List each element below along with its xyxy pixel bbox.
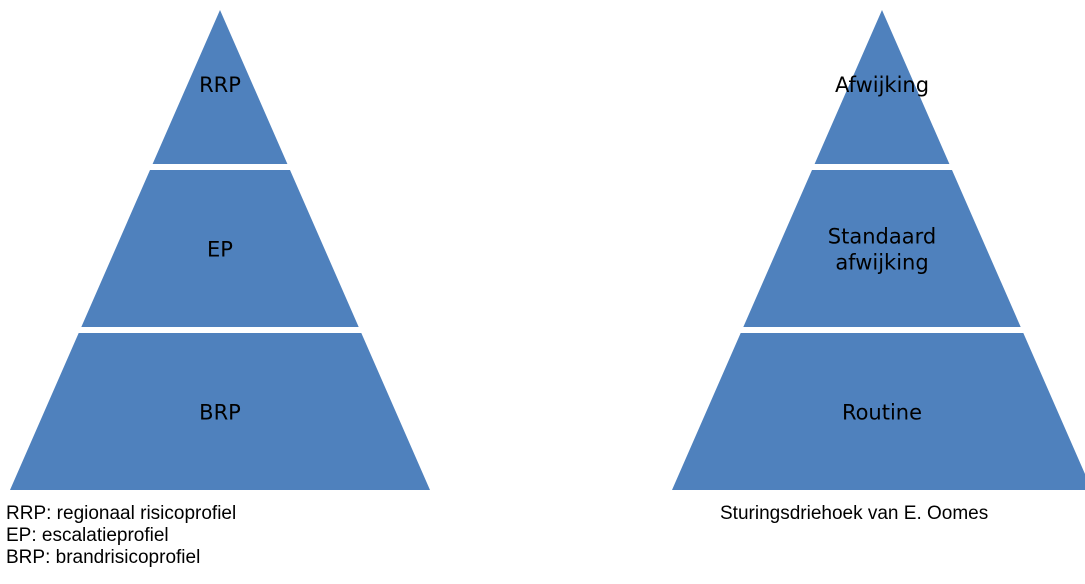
- legend-line-rrp: RRP: regionaal risicoprofiel: [6, 503, 237, 524]
- left-pyramid: RRP EP BRP: [10, 10, 430, 490]
- legend-line-brp: BRP: brandrisicoprofiel: [6, 547, 201, 568]
- caption-line-sturingsdriehoek: Sturingsdriehoek van E. Oomes: [720, 503, 989, 524]
- right-pyramid-layer-1: [814, 10, 950, 164]
- left-pyramid-layer-1: [152, 10, 288, 164]
- left-legend: RRP: regionaal risicoprofiel EP: escalat…: [6, 503, 236, 569]
- left-pyramid-layer-2: [81, 170, 359, 327]
- right-layer-2-label-line-1: Standaard: [828, 225, 936, 249]
- right-pyramid-layer-3: [672, 333, 1085, 490]
- right-layer-2-label-line-2: afwijking: [835, 251, 928, 275]
- legend-line-ep: EP: escalatieprofiel: [6, 525, 169, 546]
- right-layer-3-label: Routine: [842, 401, 922, 425]
- left-layer-2-label: EP: [207, 238, 233, 262]
- right-pyramid-layer-2: [743, 170, 1021, 327]
- left-layer-1-label: RRP: [199, 73, 241, 97]
- left-layer-3-label: BRP: [199, 401, 241, 425]
- right-caption: Sturingsdriehoek van E. Oomes: [720, 503, 988, 525]
- left-pyramid-layer-3: [10, 333, 430, 490]
- right-layer-1-label: Afwijking: [835, 73, 929, 97]
